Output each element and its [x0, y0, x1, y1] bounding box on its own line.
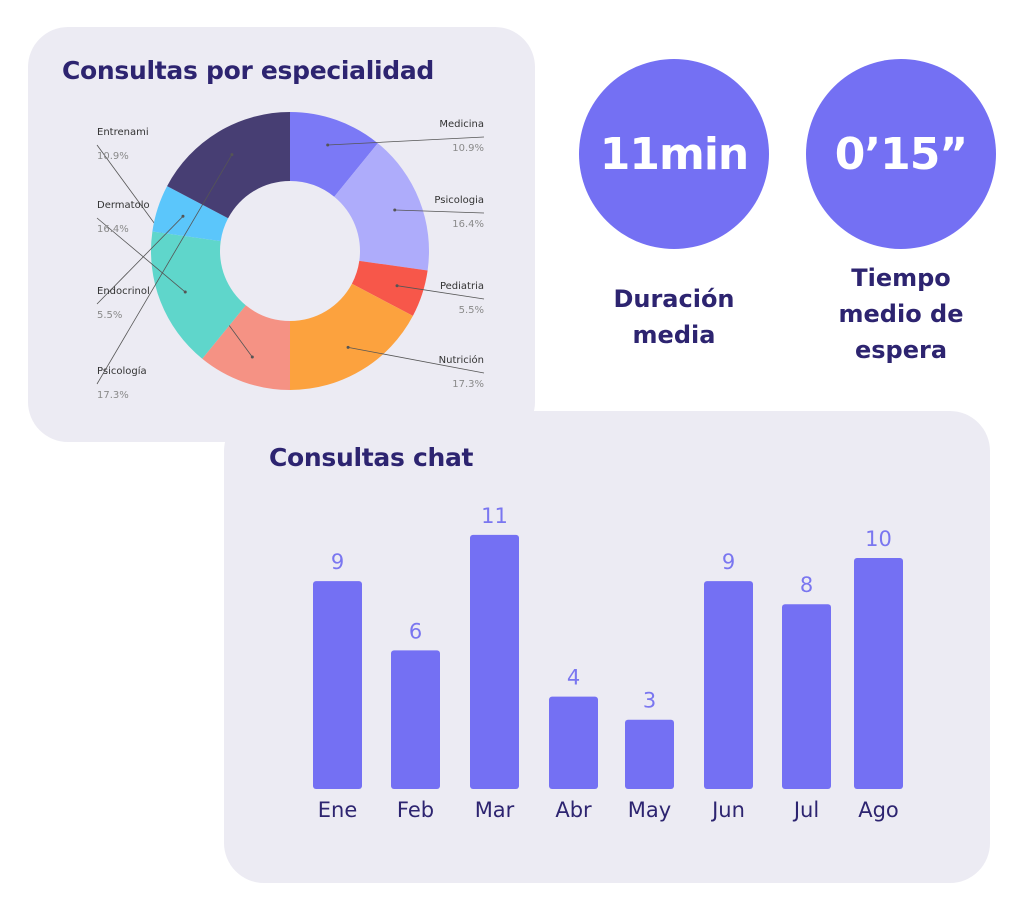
bar-value-label: 6 — [409, 619, 422, 643]
donut-leader-dot — [183, 290, 187, 294]
bar-category-label: Abr — [555, 798, 592, 822]
donut-leader-line — [96, 216, 184, 305]
donut-slice-percent: 16.4% — [452, 219, 484, 230]
bar — [854, 558, 903, 789]
donut-slice-label: Pediatria — [440, 281, 484, 292]
donut-leader-line — [396, 285, 485, 300]
bar-category-label: Jul — [792, 798, 819, 822]
donut-leader-line — [394, 209, 485, 214]
stat-wait-label: Tiempo medio de espera — [838, 264, 964, 364]
donut-leader-dot — [230, 153, 234, 157]
donut-leader-dot — [250, 355, 254, 359]
bar — [782, 604, 831, 789]
bar — [549, 696, 598, 789]
bar — [625, 719, 674, 789]
donut-leader-dot — [395, 284, 399, 288]
bar-value-label: 11 — [481, 504, 508, 528]
donut-slice-label: Nutrición — [439, 354, 484, 366]
donut-slice-label: Dermatolo — [97, 200, 150, 211]
bar-value-label: 9 — [722, 550, 735, 574]
donut-leader-line — [347, 346, 485, 374]
bar — [313, 581, 362, 789]
bar-category-label: Ago — [858, 798, 899, 822]
donut-slice-label: Endocrinol — [97, 286, 150, 297]
donut-leader-dot — [181, 214, 185, 218]
bar-category-label: Ene — [318, 798, 358, 822]
donut-slice — [167, 111, 290, 219]
donut-slice-percent: 17.3% — [97, 390, 129, 401]
donut-leader-line — [327, 136, 485, 146]
bar — [470, 534, 519, 789]
bar-category-label: Mar — [475, 798, 515, 822]
bar-chart: 9 Ene 6 Feb 11 Mar 4 Abr 3 May 9 Jun 8 Jul 10 Ago — [313, 504, 903, 822]
stat-duration-label: Duración media — [613, 285, 735, 349]
donut-slice-percent: 5.5% — [97, 310, 122, 321]
bar-chart-title: Consultas chat — [269, 443, 474, 472]
donut-slice — [290, 112, 378, 197]
bar-value-label: 4 — [567, 666, 580, 690]
stat-wait-circle: 0’15” — [806, 59, 996, 249]
donut-leader-dot — [346, 345, 350, 349]
bar-value-label: 10 — [865, 527, 892, 551]
bar-category-label: May — [628, 798, 671, 822]
donut-card: Consultas por especialidad Medicina 10.9%… — [28, 27, 535, 442]
donut-slice — [202, 305, 290, 390]
donut-slice — [152, 186, 229, 242]
donut-leader-line — [96, 154, 233, 385]
bar-value-label: 8 — [800, 573, 813, 597]
donut-slice-percent: 16.4% — [97, 224, 129, 235]
donut-leader-dot — [326, 143, 330, 147]
donut-leader-line — [96, 217, 186, 293]
donut-slice — [150, 231, 246, 359]
donut-slice — [290, 283, 413, 390]
donut-slice-label: Medicina — [439, 119, 484, 130]
donut-slice-percent: 5.5% — [459, 305, 484, 316]
donut-chart-title: Consultas por especialidad — [62, 56, 435, 85]
donut-chart: Medicina 10.9% Psicologia 16.4% Pediatria 5.5… — [96, 111, 485, 401]
bar-category-label: Jun — [710, 798, 745, 822]
donut-slice — [351, 260, 428, 316]
bar-value-label: 9 — [331, 550, 344, 574]
bar-value-label: 3 — [643, 689, 656, 713]
bar-card: Consultas chat 9 Ene 6 Feb 11 Mar 4 Abr 3 May 9 Jun… — [224, 411, 990, 883]
stat-duration-circle: 11min — [579, 59, 769, 249]
donut-leader-dot — [393, 208, 397, 212]
bar — [391, 650, 440, 789]
donut-slice-percent: 10.9% — [452, 143, 484, 154]
donut-slice-label: Psicologia — [434, 195, 484, 206]
donut-slice-label: Entrenami — [97, 127, 149, 138]
bar-category-label: Feb — [397, 798, 434, 822]
donut-slice-label: Psicología — [97, 365, 147, 377]
donut-slice-percent: 10.9% — [97, 151, 129, 162]
donut-slice — [334, 143, 429, 271]
bar — [704, 581, 753, 789]
donut-slice-percent: 17.3% — [452, 379, 484, 390]
